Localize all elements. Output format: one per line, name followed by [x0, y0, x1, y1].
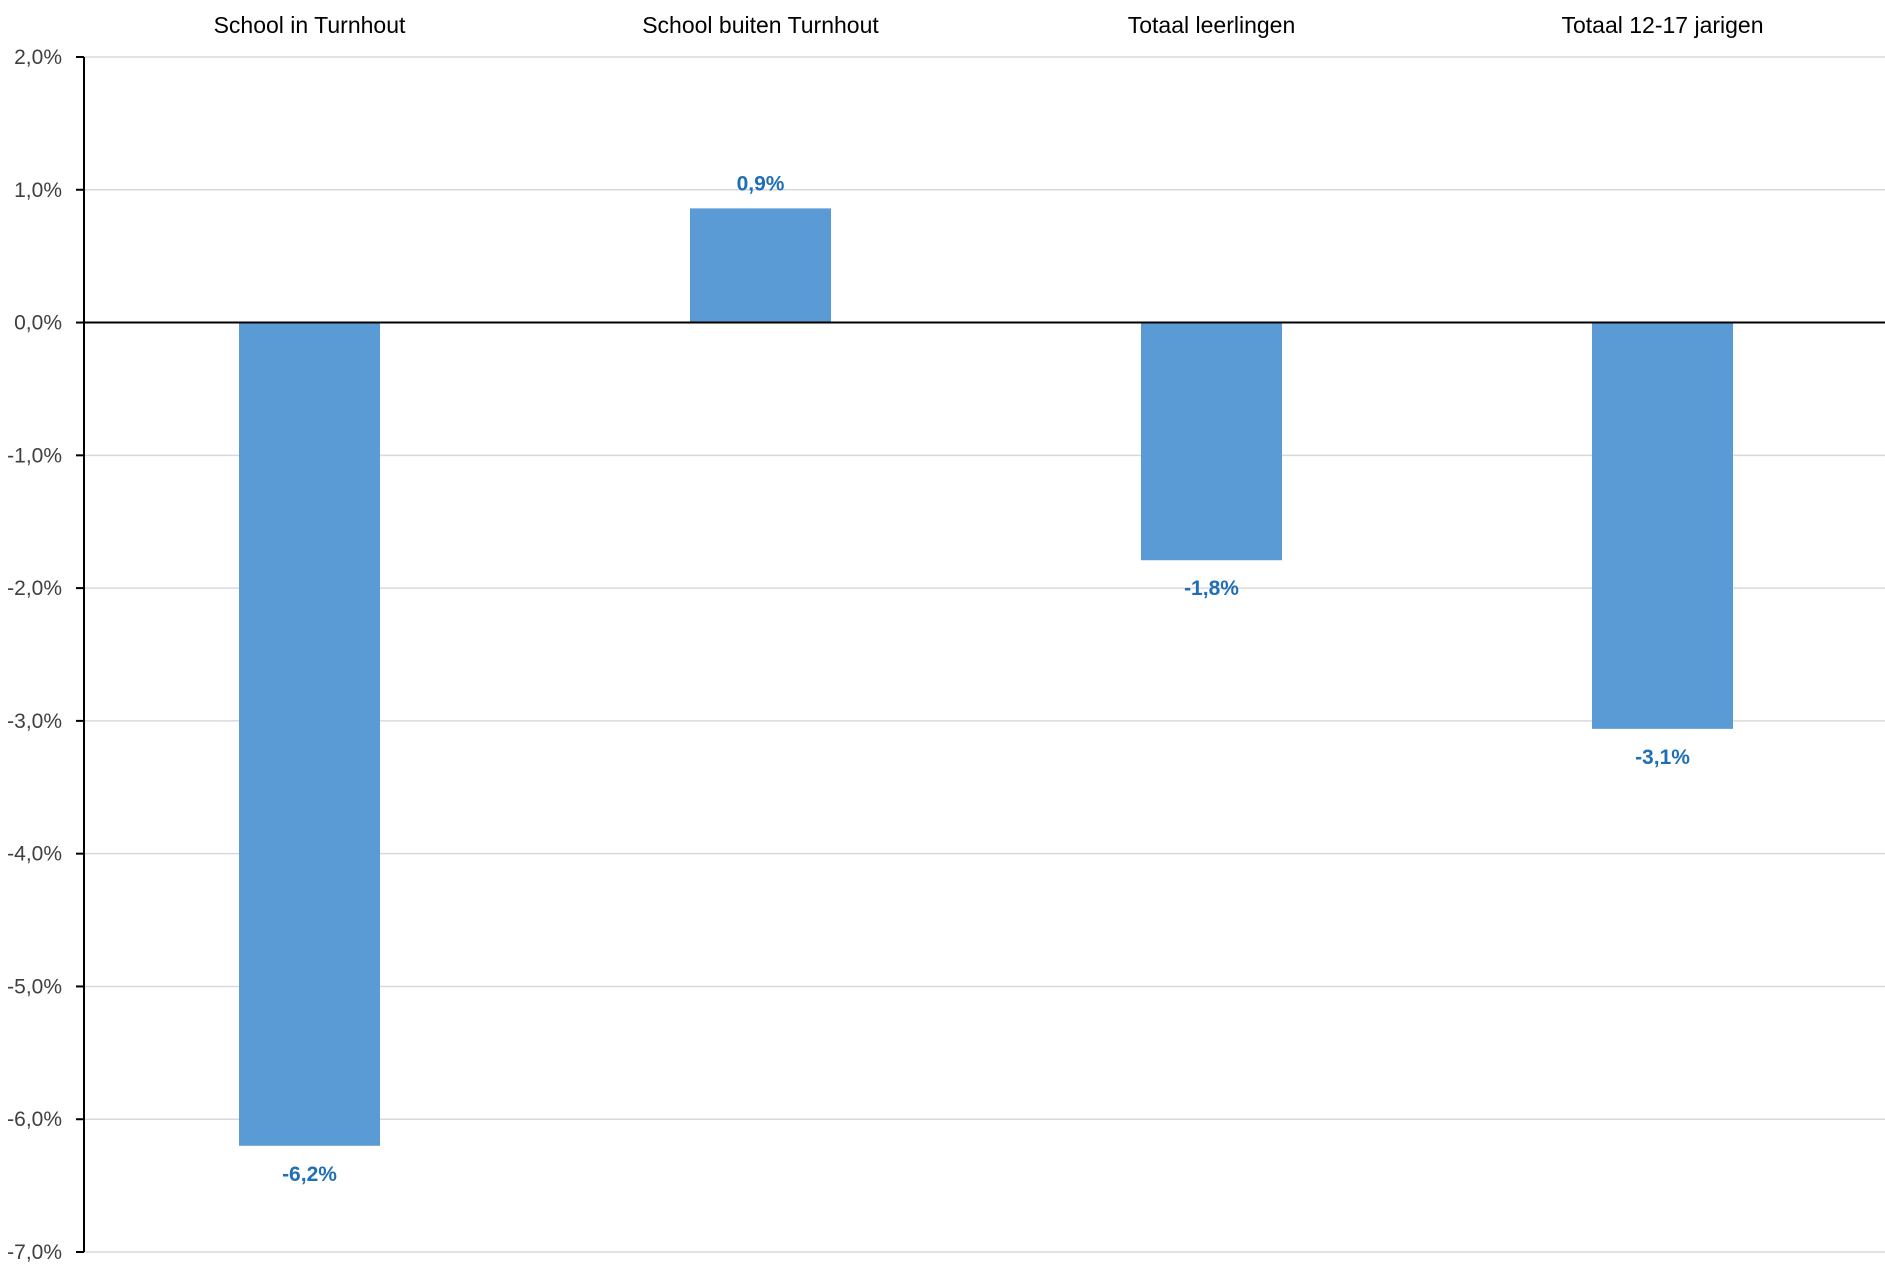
data-label: -3,1% — [1635, 746, 1690, 769]
y-tick-label: -7,0% — [7, 1241, 62, 1264]
y-tick-label: -5,0% — [7, 975, 62, 998]
data-label: -6,2% — [282, 1163, 337, 1186]
gridlines — [84, 56, 1885, 1253]
axes — [76, 56, 1885, 1253]
y-tick-label: -1,0% — [7, 444, 62, 467]
y-tick-label: -6,0% — [7, 1108, 62, 1131]
category-label: School buiten Turnhout — [642, 12, 879, 38]
bar — [1592, 322, 1733, 729]
y-tick-label: -3,0% — [7, 710, 62, 733]
y-tick-label: -2,0% — [7, 577, 62, 600]
y-tick-label: 1,0% — [14, 179, 62, 202]
labels: 2,0% 1,0% 0,0% -1,0% -2,0% -3,0% -4,0% -5,0% -6,… — [7, 12, 1763, 1264]
bar — [690, 208, 831, 323]
category-label: School in Turnhout — [214, 12, 406, 38]
y-tick-label: -4,0% — [7, 843, 62, 866]
bar — [239, 322, 380, 1146]
y-tick-label: 2,0% — [14, 46, 62, 69]
y-tick-label: 0,0% — [14, 312, 62, 335]
data-label: -1,8% — [1184, 577, 1239, 600]
category-label: Totaal leerlingen — [1128, 12, 1296, 38]
bar — [1141, 322, 1282, 561]
bars — [239, 208, 1733, 1146]
category-label: Totaal 12-17 jarigen — [1561, 12, 1763, 38]
data-label: 0,9% — [737, 172, 785, 195]
